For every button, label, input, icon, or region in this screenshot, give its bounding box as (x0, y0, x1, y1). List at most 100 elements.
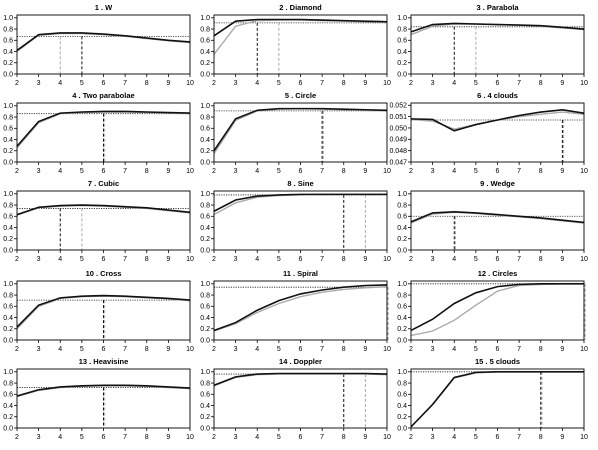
y-tick-label: 1.0 (3, 369, 13, 376)
y-tick-label: 1.0 (397, 369, 407, 376)
y-tick-label: 0.8 (3, 292, 13, 299)
chart-panel-10: 10 . Cross 0.0 0.2 0.4 0.6 0.8 1.0 2 3 4 5 6 7 8 9 10 (3, 269, 194, 353)
y-tick-label: 0.2 (397, 236, 407, 243)
chart-title: 15 . 5 clouds (475, 357, 520, 366)
black-series-line (16, 294, 191, 328)
y-tick-label: 0.0 (200, 159, 210, 166)
chart-title: 5 . Circle (285, 91, 316, 100)
plot-frame (16, 102, 191, 163)
x-tick-label: 6 (496, 80, 500, 87)
black-series-line (410, 371, 584, 428)
x-tick-label: 9 (166, 256, 170, 263)
y-tick-label: 0.0 (3, 71, 13, 78)
black-series-line (16, 204, 191, 216)
x-tick-label: 5 (277, 80, 281, 87)
x-tick-label: 10 (580, 434, 588, 441)
chart-title: 8 . Sine (287, 179, 313, 188)
x-tick-label: 8 (539, 168, 543, 175)
x-tick-label: 5 (80, 80, 84, 87)
x-tick-label: 7 (123, 168, 127, 175)
x-tick-label: 10 (186, 80, 194, 87)
plot-frame (410, 190, 585, 251)
x-tick-label: 10 (186, 346, 194, 353)
x-tick-label: 4 (452, 80, 456, 87)
chart-panel-7: 7 . Cubic 0.0 0.2 0.4 0.6 0.8 1.0 2 3 4 5 6 7 8 9 10 (3, 179, 194, 263)
y-tick-label: 0.2 (3, 60, 13, 67)
x-tick-label: 8 (145, 346, 149, 353)
x-tick-label: 7 (517, 256, 521, 263)
x-tick-label: 3 (37, 434, 41, 441)
x-tick-label: 9 (166, 80, 170, 87)
y-tick-label: 1.0 (200, 281, 210, 288)
x-tick-label: 3 (234, 80, 238, 87)
x-tick-label: 8 (145, 80, 149, 87)
chart-title: 6 . 4 clouds (477, 91, 518, 100)
y-tick-label: 0.8 (200, 292, 210, 299)
plot-frame (410, 280, 585, 341)
x-tick-label: 9 (560, 256, 564, 263)
black-series-line (410, 210, 585, 224)
black-series-line (410, 283, 584, 332)
x-tick-label: 3 (234, 256, 238, 263)
plot-frame (410, 102, 585, 163)
x-tick-label: 10 (580, 346, 588, 353)
black-series-line (410, 109, 585, 132)
x-tick-label: 2 (212, 80, 216, 87)
y-tick-label: 0.2 (200, 148, 210, 155)
x-tick-label: 2 (409, 346, 413, 353)
x-tick-label: 6 (496, 346, 500, 353)
x-tick-label: 7 (320, 346, 324, 353)
x-tick-label: 10 (383, 80, 391, 87)
x-tick-label: 3 (431, 346, 435, 353)
black-series-line (16, 110, 191, 147)
x-tick-label: 2 (212, 346, 216, 353)
chart-title: 14 . Doppler (279, 357, 322, 366)
y-tick-label: 0.2 (3, 326, 13, 333)
y-tick-label: 0.6 (3, 392, 13, 399)
x-tick-label: 9 (560, 346, 564, 353)
y-tick-label: 0.2 (397, 60, 407, 67)
x-tick-label: 6 (299, 346, 303, 353)
x-tick-label: 10 (580, 168, 588, 175)
x-tick-label: 10 (383, 346, 391, 353)
y-tick-label: 0.0 (397, 425, 407, 432)
chart-title: 9 . Wedge (480, 179, 515, 188)
x-tick-label: 8 (539, 434, 543, 441)
x-tick-label: 7 (123, 80, 127, 87)
x-tick-label: 6 (102, 168, 106, 175)
y-tick-label: 0.2 (200, 236, 210, 243)
y-tick-label: 0.6 (397, 214, 407, 221)
x-tick-label: 3 (234, 346, 238, 353)
x-tick-label: 5 (277, 168, 281, 175)
y-tick-label: 0.0 (3, 159, 13, 166)
y-tick-label: 0.8 (200, 380, 210, 387)
y-tick-label: 0.2 (3, 148, 13, 155)
y-tick-label: 0.8 (200, 202, 210, 209)
gray-series-line (410, 23, 585, 36)
x-tick-label: 2 (409, 434, 413, 441)
y-tick-label: 0.2 (200, 326, 210, 333)
x-tick-label: 3 (431, 80, 435, 87)
x-tick-label: 5 (277, 256, 281, 263)
chart-title: 3 . Parabola (476, 3, 519, 12)
x-tick-label: 8 (342, 256, 346, 263)
x-tick-label: 8 (145, 256, 149, 263)
x-tick-label: 6 (299, 168, 303, 175)
x-tick-label: 5 (474, 256, 478, 263)
y-tick-label: 0.4 (3, 315, 13, 322)
x-tick-label: 8 (342, 168, 346, 175)
x-tick-label: 2 (212, 434, 216, 441)
y-tick-label: 0.048 (389, 148, 407, 155)
black-series-line (213, 107, 388, 152)
plot-frame (16, 14, 191, 75)
x-tick-label: 10 (383, 168, 391, 175)
x-tick-label: 3 (37, 256, 41, 263)
x-tick-label: 3 (37, 168, 41, 175)
gray-series-line (213, 285, 388, 332)
x-tick-label: 5 (80, 168, 84, 175)
chart-panel-2: 2 . Diamond 0.0 0.2 0.4 0.6 0.8 1.0 2 3 4 5 6 7 8 9 10 (200, 3, 391, 87)
x-tick-label: 3 (234, 434, 238, 441)
x-tick-label: 5 (474, 434, 478, 441)
y-tick-label: 0.2 (200, 60, 210, 67)
y-tick-label: 1.0 (397, 15, 407, 22)
